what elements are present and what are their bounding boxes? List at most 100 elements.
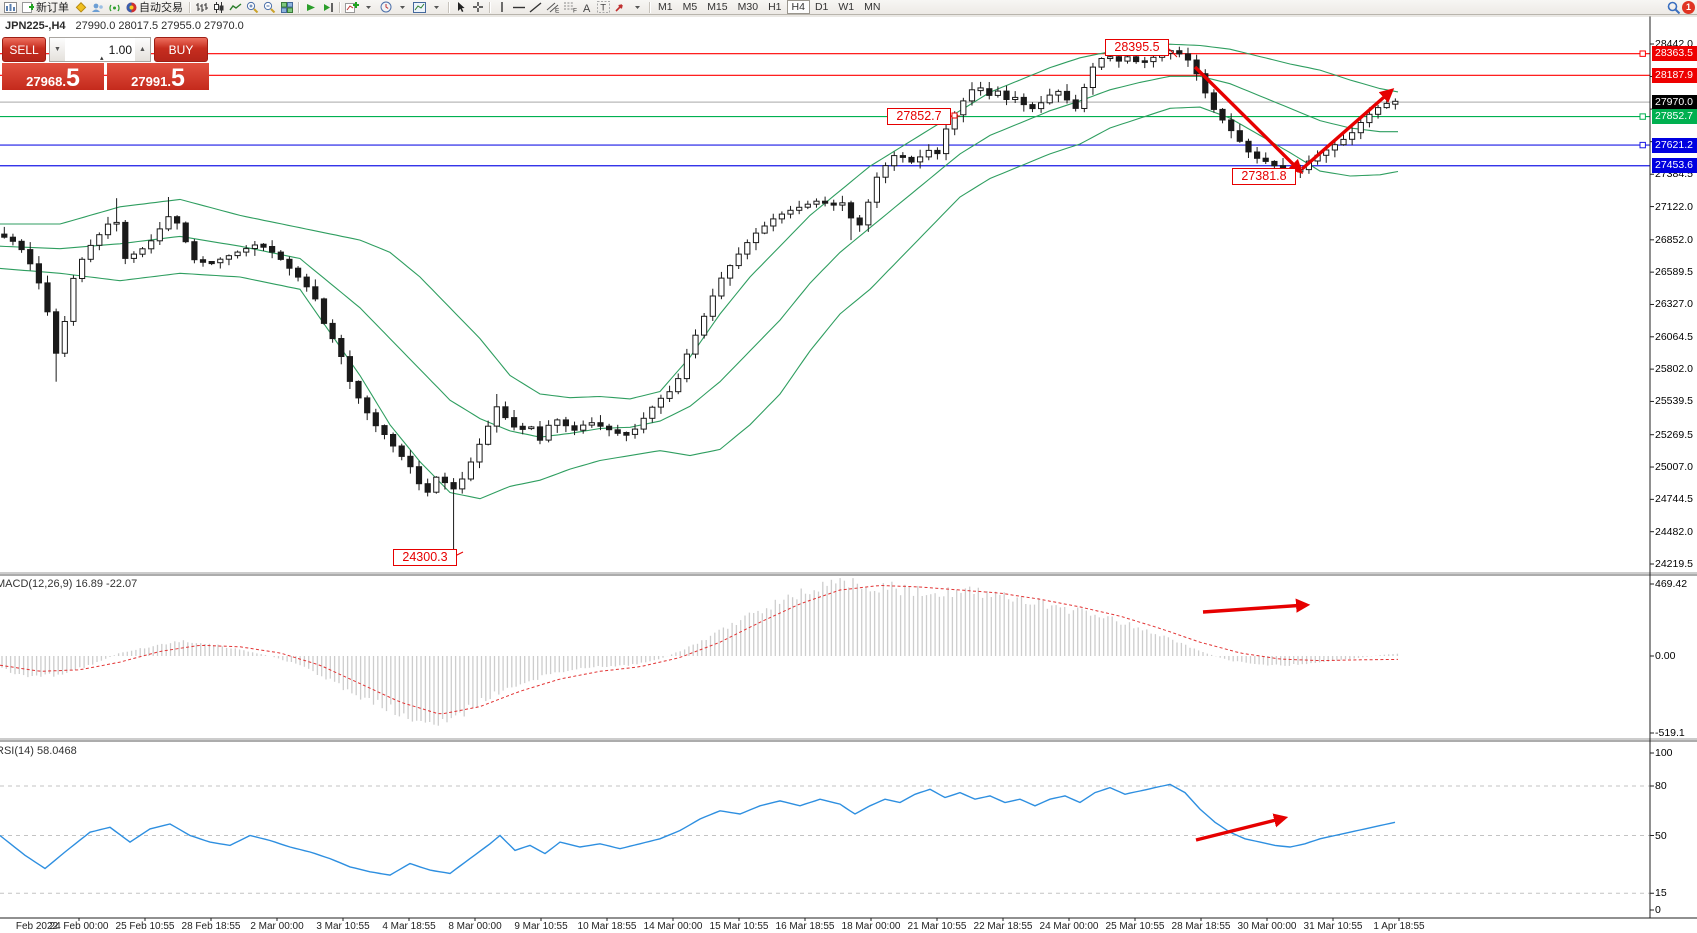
- buy-button[interactable]: BUY: [154, 37, 208, 62]
- gold-diamond-icon[interactable]: [73, 1, 88, 14]
- trendline-icon[interactable]: [528, 1, 543, 14]
- notifications-icon[interactable]: 1: [1682, 0, 1695, 14]
- timeframe-H1[interactable]: H1: [768, 0, 782, 13]
- lot-increase-button[interactable]: ▲: [135, 38, 150, 61]
- price-annotation-label[interactable]: 27852.7: [887, 107, 951, 125]
- trade-panel-collapse-icon[interactable]: ▴: [100, 55, 104, 62]
- trend-arrow[interactable]: [1300, 88, 1395, 171]
- candle-body: [1107, 56, 1114, 60]
- time-axis-label: 8 Mar 00:00: [448, 921, 502, 932]
- annotation-handle[interactable]: [951, 112, 958, 119]
- line-handle[interactable]: [1639, 141, 1646, 149]
- candle-body: [1184, 53, 1192, 61]
- sell-price-display[interactable]: 27968. 5: [2, 63, 104, 91]
- candle-body: [1375, 107, 1382, 115]
- candle-body: [1133, 56, 1140, 63]
- timeframe-M30[interactable]: M30: [737, 0, 759, 13]
- period-clock-icon[interactable]: [378, 1, 393, 14]
- candle-chart-icon[interactable]: [211, 1, 226, 14]
- timeframe-M15[interactable]: M15: [707, 0, 728, 13]
- toolbar-separator: [489, 1, 490, 13]
- lot-decrease-button[interactable]: ▼: [50, 38, 65, 61]
- period-caret-icon[interactable]: [395, 1, 410, 14]
- arrows-shapes-icon[interactable]: [613, 1, 628, 14]
- lot-size-field[interactable]: 1.00: [108, 42, 132, 57]
- zoom-in-icon[interactable]: [245, 1, 260, 14]
- candle-body: [631, 428, 639, 435]
- timeframe-D1[interactable]: D1: [814, 0, 829, 13]
- new-order-icon: [22, 1, 34, 13]
- candle-body: [709, 295, 716, 317]
- toolbar-separator: [298, 1, 299, 13]
- price-annotation-label[interactable]: 27381.8: [1232, 167, 1296, 185]
- add-indicator-icon[interactable]: [344, 1, 359, 14]
- rsi-label: RSI(14) 58.0468: [0, 745, 77, 757]
- timeframe-M1[interactable]: M1: [658, 0, 673, 13]
- tile-windows-icon[interactable]: [279, 1, 294, 14]
- time-axis-label: 25 Mar 10:55: [1105, 921, 1165, 932]
- auto-trading-button[interactable]: 自动交易: [123, 1, 186, 14]
- text-label-icon[interactable]: T: [596, 1, 611, 14]
- candle-body: [398, 445, 405, 457]
- timeframe-W1[interactable]: W1: [838, 0, 855, 13]
- add-indicator-caret-icon[interactable]: [361, 1, 376, 14]
- price-tick-label: 26064.5: [1655, 330, 1693, 343]
- equidistant-channel-icon[interactable]: E: [545, 1, 560, 14]
- signals-icon[interactable]: [107, 1, 122, 14]
- candle-body: [44, 282, 51, 313]
- candle-body: [1063, 90, 1071, 101]
- candle-body: [968, 89, 976, 102]
- chart-shift-icon[interactable]: [320, 1, 335, 14]
- candle-body: [1228, 119, 1235, 132]
- candle-body: [1020, 96, 1027, 106]
- trend-arrow[interactable]: [1193, 65, 1304, 175]
- macd-label: MACD(12,26,9) 16.89 -22.07: [0, 578, 138, 590]
- time-axis-label: 2 Mar 00:00: [250, 921, 304, 932]
- time-axis-label: 4 Mar 18:55: [382, 921, 436, 932]
- template-caret-icon[interactable]: [429, 1, 444, 14]
- timeframe-H4[interactable]: H4: [786, 0, 810, 14]
- new-order-button[interactable]: 新订单: [19, 1, 72, 14]
- trend-arrow[interactable]: [1195, 813, 1289, 842]
- candle-body: [1383, 102, 1390, 109]
- line-handle[interactable]: [1639, 113, 1646, 120]
- line-chart-icon[interactable]: [228, 1, 243, 14]
- line-handle[interactable]: [1639, 50, 1646, 57]
- crosshair-icon[interactable]: [470, 1, 485, 14]
- candle-body: [1202, 73, 1209, 94]
- community-icon[interactable]: [90, 1, 105, 14]
- candle-body: [735, 253, 742, 267]
- candle-body: [718, 277, 725, 297]
- price-tick-label: 25539.5: [1655, 395, 1693, 408]
- trend-arrow[interactable]: [1202, 598, 1311, 614]
- candle-body: [182, 222, 189, 243]
- candle-body: [485, 425, 492, 445]
- candle-body: [269, 246, 276, 253]
- text-icon[interactable]: A: [579, 1, 594, 14]
- time-axis-label: 28 Feb 18:55: [181, 921, 241, 932]
- timeframe-M5[interactable]: M5: [682, 0, 698, 13]
- auto-scroll-icon[interactable]: [303, 1, 318, 14]
- svg-text:T: T: [600, 3, 606, 14]
- cursor-icon[interactable]: [453, 1, 468, 14]
- chart-window-icon[interactable]: [3, 1, 18, 14]
- candle-body: [1150, 56, 1157, 63]
- search-icon[interactable]: [1666, 1, 1681, 14]
- template-icon[interactable]: [412, 1, 427, 14]
- arrows-caret-icon[interactable]: [630, 1, 645, 14]
- sell-button[interactable]: SELL: [2, 37, 46, 62]
- candle-body: [1012, 96, 1019, 101]
- vertical-line-icon[interactable]: [494, 1, 509, 14]
- price-annotation-label[interactable]: 24300.3: [393, 548, 457, 566]
- horizontal-line-icon[interactable]: [511, 1, 526, 14]
- candle-body: [1055, 90, 1062, 96]
- candle-body: [623, 432, 630, 436]
- fibonacci-icon[interactable]: F: [562, 1, 577, 14]
- zoom-out-icon[interactable]: [262, 1, 277, 14]
- rsi-tick-label: 80: [1655, 780, 1667, 792]
- bar-chart-icon[interactable]: [194, 1, 209, 14]
- price-annotation-label[interactable]: 28395.5: [1105, 38, 1169, 56]
- buy-price-display[interactable]: 27991. 5: [107, 63, 209, 91]
- timeframe-MN[interactable]: MN: [864, 0, 881, 13]
